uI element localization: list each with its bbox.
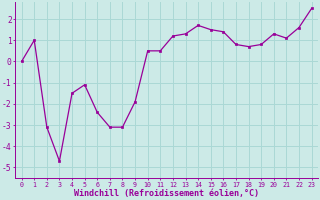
X-axis label: Windchill (Refroidissement éolien,°C): Windchill (Refroidissement éolien,°C) (74, 189, 259, 198)
